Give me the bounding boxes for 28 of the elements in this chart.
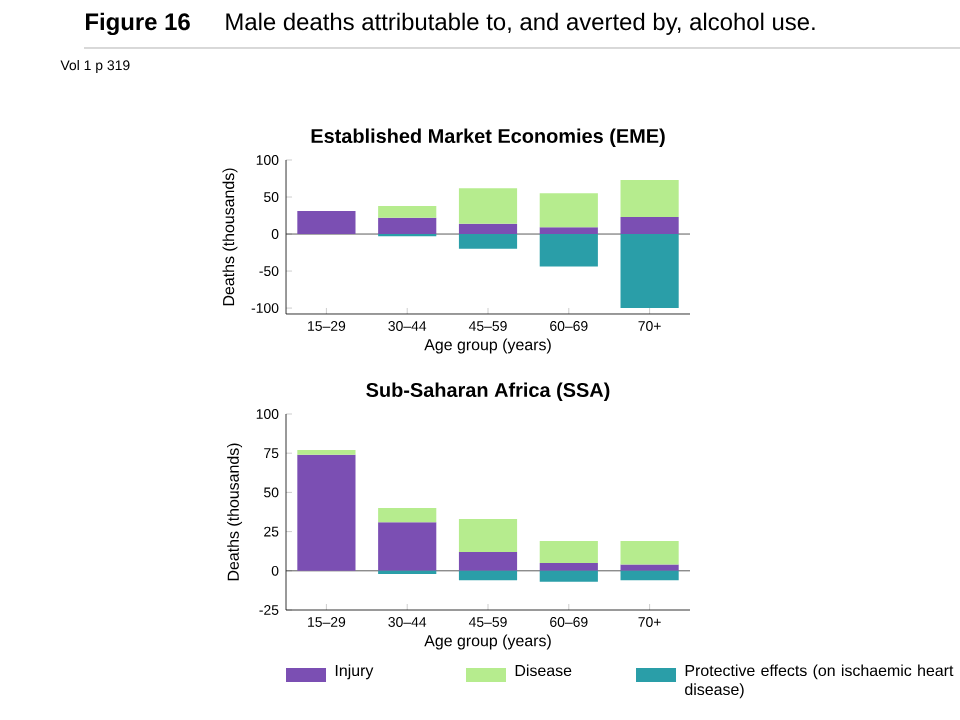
bar xyxy=(539,570,598,582)
bar xyxy=(620,179,679,218)
bar xyxy=(458,223,518,235)
bar xyxy=(297,211,356,235)
bar xyxy=(458,570,518,581)
bar xyxy=(539,193,598,228)
bar xyxy=(620,570,679,581)
chart-title: Sub-Saharan Africa (SSA) xyxy=(366,382,610,401)
bar xyxy=(378,522,437,571)
bar xyxy=(378,217,437,235)
bar xyxy=(458,234,518,249)
bar xyxy=(620,564,679,571)
bar xyxy=(620,234,679,309)
text: Male deaths attributable to, and averted by, alcohol use. xyxy=(226,12,815,35)
chart-title: Established Market Economies (EME) xyxy=(311,128,665,147)
bar xyxy=(458,188,518,224)
bar xyxy=(539,227,598,235)
bar xyxy=(458,551,518,571)
bar xyxy=(378,205,437,218)
bar xyxy=(620,217,679,235)
bar xyxy=(458,519,518,552)
bar xyxy=(539,562,598,571)
bar xyxy=(378,508,437,523)
text: Figure 16 xyxy=(86,12,190,36)
bar xyxy=(297,454,356,571)
bar xyxy=(539,541,598,563)
bar xyxy=(620,541,679,565)
bar xyxy=(539,234,598,267)
